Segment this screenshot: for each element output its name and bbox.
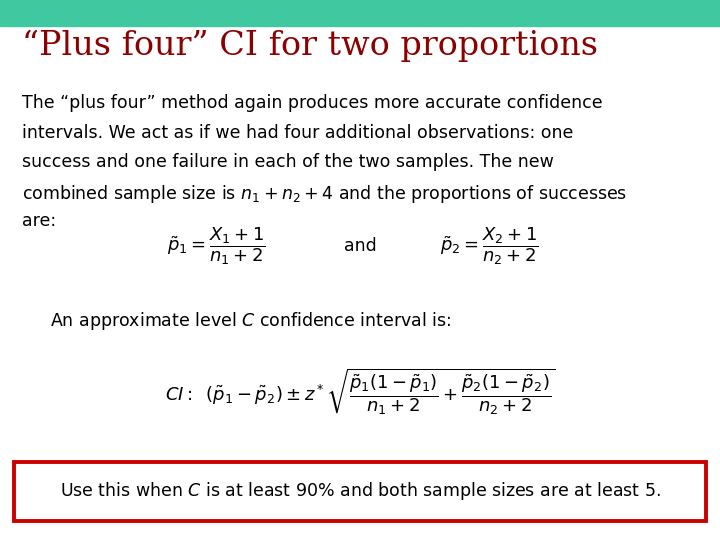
- Text: are:: are:: [22, 212, 55, 230]
- Text: intervals. We act as if we had four additional observations: one: intervals. We act as if we had four addi…: [22, 124, 573, 142]
- Text: $CI:\;\;(\tilde{p}_1 - \tilde{p}_2) \pm z^*\sqrt{\dfrac{\tilde{p}_1(1-\tilde{p}_: $CI:\;\;(\tilde{p}_1 - \tilde{p}_2) \pm …: [165, 366, 555, 417]
- Text: “Plus four” CI for two proportions: “Plus four” CI for two proportions: [22, 30, 598, 62]
- Text: $\tilde{p}_1 = \dfrac{X_1+1}{n_1+2}$: $\tilde{p}_1 = \dfrac{X_1+1}{n_1+2}$: [166, 225, 266, 267]
- Text: The “plus four” method again produces more accurate confidence: The “plus four” method again produces mo…: [22, 94, 602, 112]
- Text: combined sample size is $n_1 + n_2 + 4$ and the proportions of successes: combined sample size is $n_1 + n_2 + 4$ …: [22, 183, 626, 205]
- Text: An approximate level $C$ confidence interval is:: An approximate level $C$ confidence inte…: [50, 310, 451, 333]
- Text: success and one failure in each of the two samples. The new: success and one failure in each of the t…: [22, 153, 554, 171]
- Text: $\tilde{p}_2 = \dfrac{X_2+1}{n_2+2}$: $\tilde{p}_2 = \dfrac{X_2+1}{n_2+2}$: [440, 225, 539, 267]
- Text: and: and: [343, 237, 377, 255]
- Text: Use this when $C$ is at least 90% and both sample sizes are at least 5.: Use this when $C$ is at least 90% and bo…: [60, 481, 660, 502]
- FancyBboxPatch shape: [14, 462, 706, 521]
